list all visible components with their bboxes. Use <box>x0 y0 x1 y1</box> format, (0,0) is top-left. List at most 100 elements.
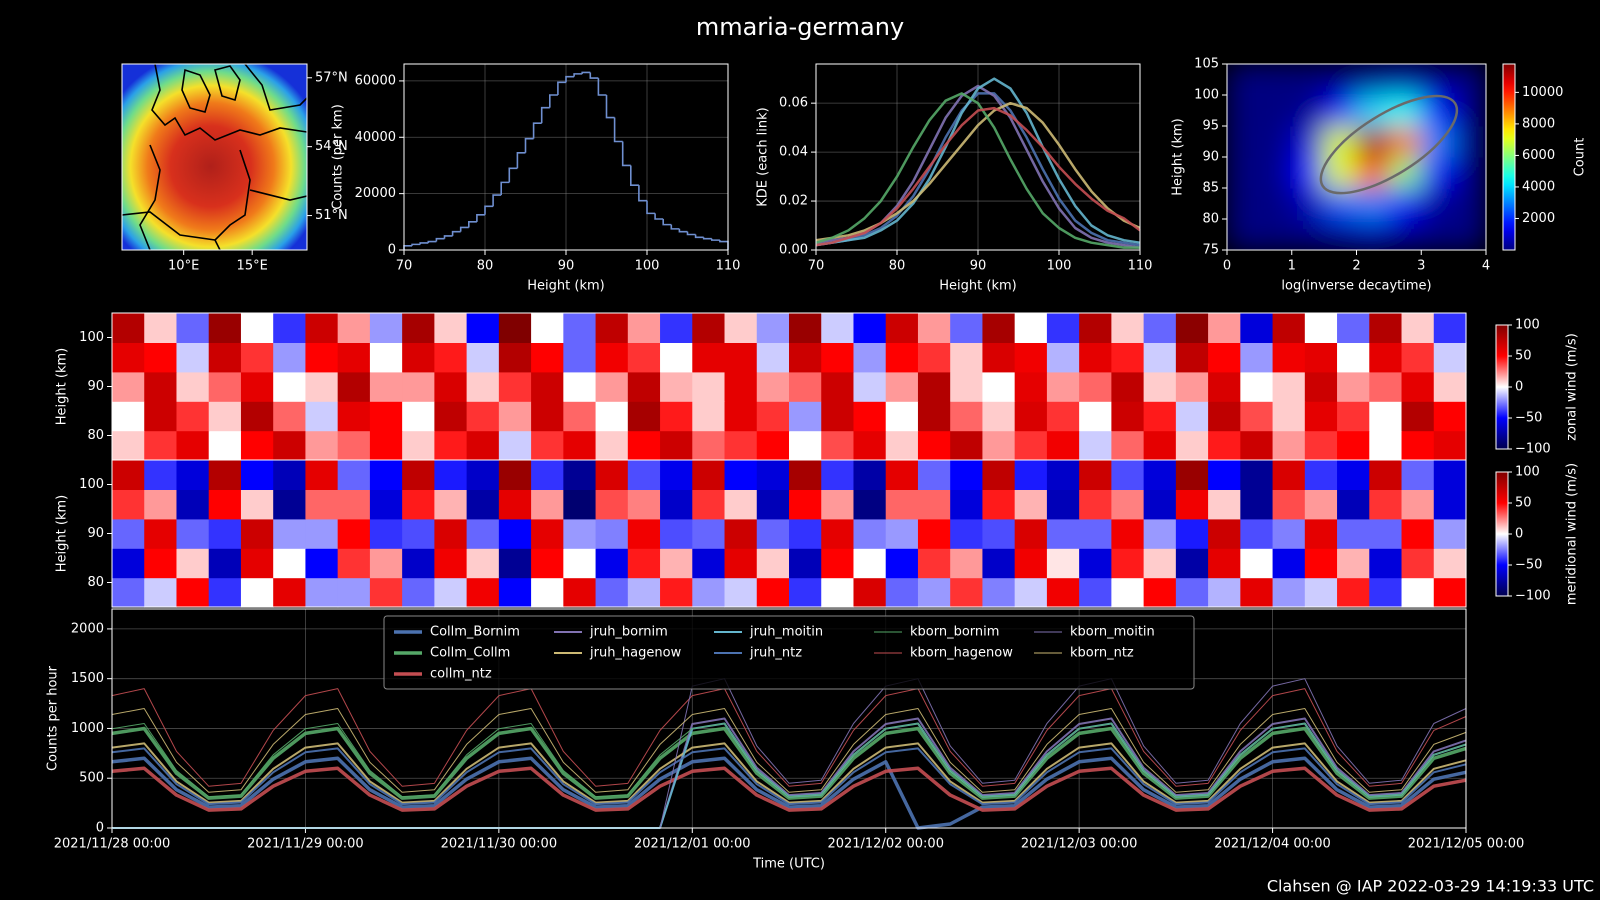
legend-label: jruh_ntz <box>749 646 802 661</box>
wind-cell <box>1401 313 1435 343</box>
wind-cell <box>821 313 855 343</box>
wind-cell <box>112 401 145 432</box>
heatmap-cell <box>1258 218 1293 250</box>
wind-cell <box>724 371 758 402</box>
wind-cell <box>1401 577 1435 608</box>
wind-cell <box>498 430 532 461</box>
y-tick-label: 57°N <box>315 70 348 85</box>
wind-cell <box>112 577 145 608</box>
heatmap-cell <box>1227 64 1260 96</box>
wind-cell <box>917 489 951 520</box>
wind-cell <box>1369 548 1403 579</box>
x-axis-label: Height (km) <box>939 279 1016 294</box>
wind-cell <box>692 489 726 520</box>
wind-cell <box>1175 430 1209 461</box>
histogram-bin <box>540 106 550 124</box>
wind-cell <box>273 489 307 520</box>
wind-cell <box>917 518 951 549</box>
colorbar-tick-label: 100 <box>1515 465 1540 480</box>
wind-cell <box>240 430 274 461</box>
wind-cell <box>434 548 468 579</box>
page-title: mmaria-germany <box>696 13 904 41</box>
wind-cell <box>1401 460 1435 490</box>
wind-cell <box>531 430 564 461</box>
colorbar-tick-label: −50 <box>1515 411 1542 426</box>
colorbar-label: meridional wind (m/s) <box>1565 463 1580 605</box>
wind-cell <box>982 313 1016 343</box>
wind-cell <box>1304 430 1338 461</box>
heatmap-cell <box>1420 156 1455 189</box>
wind-cell <box>627 430 661 461</box>
heatmap-cell <box>1356 156 1390 189</box>
heatmap-cell <box>1356 125 1390 158</box>
wind-cell <box>853 577 887 608</box>
x-tick-label: 0 <box>1223 259 1231 274</box>
wind-cell <box>917 401 951 432</box>
wind-cell <box>1111 342 1145 373</box>
y-tick-label: 100 <box>79 330 104 345</box>
wind-cell <box>466 518 500 549</box>
wind-cell <box>917 371 951 402</box>
wind-cell <box>208 430 242 461</box>
wind-cell <box>240 342 274 373</box>
wind-cell <box>917 460 951 490</box>
wind-cell <box>466 342 500 373</box>
y-tick-label: 90 <box>87 379 104 394</box>
wind-cell <box>885 577 919 608</box>
x-tick-label: 90 <box>558 259 575 274</box>
wind-cell <box>1208 460 1241 490</box>
wind-cell <box>1111 460 1145 490</box>
wind-cell <box>692 313 726 343</box>
wind-cell <box>337 548 371 579</box>
wind-cell <box>595 460 629 490</box>
wind-cell <box>885 342 919 373</box>
wind-cell <box>402 577 435 608</box>
wind-cell <box>273 518 307 549</box>
heatmap-cell <box>1323 125 1357 158</box>
heatmap-cell <box>1258 156 1293 189</box>
wind-cell <box>305 342 339 373</box>
wind-cell <box>1014 342 1048 373</box>
wind-cell <box>1433 342 1467 373</box>
x-tick-label: 2 <box>1352 259 1360 274</box>
wind-cell <box>917 577 951 608</box>
wind-cell <box>789 577 822 608</box>
histogram-bin <box>702 237 712 240</box>
colorbar-tick-label: 8000 <box>1522 116 1555 131</box>
wind-cell <box>1240 371 1274 402</box>
wind-cell <box>1272 342 1306 373</box>
wind-cell <box>1240 342 1274 373</box>
wind-cell <box>240 548 274 579</box>
wind-cell <box>498 342 532 373</box>
wind-cell <box>660 577 693 608</box>
wind-cell <box>1272 460 1306 490</box>
heatmap-cell <box>1388 64 1422 96</box>
wind-cell <box>1240 430 1274 461</box>
y-axis-label: KDE (each link) <box>756 107 771 207</box>
wind-cell <box>1433 401 1467 432</box>
wind-cell <box>498 460 532 490</box>
colorbar-tick-label: 0 <box>1515 527 1523 542</box>
wind-cell <box>853 430 887 461</box>
wind-cell <box>1014 518 1048 549</box>
legend-label: Collm_Bornim <box>430 625 520 640</box>
map-image <box>122 64 307 250</box>
series-line <box>111 747 1467 806</box>
wind-cell <box>1143 489 1177 520</box>
wind-cell <box>1175 577 1209 608</box>
wind-cell <box>756 518 790 549</box>
wind-cell <box>1143 548 1177 579</box>
heatmap-cell <box>1291 156 1325 189</box>
x-axis-label: log(inverse decaytime) <box>1281 279 1431 294</box>
wind-cell <box>337 460 371 490</box>
wind-cell <box>789 460 822 490</box>
wind-cell <box>434 430 468 461</box>
wind-cell <box>434 371 468 402</box>
heatmap-cell <box>1323 94 1357 127</box>
wind-cell <box>208 342 242 373</box>
wind-cell <box>982 371 1016 402</box>
histogram-bin <box>435 237 445 242</box>
series-line <box>815 92 1141 247</box>
heatmap-cell <box>1453 64 1486 96</box>
histogram-bin <box>630 165 639 186</box>
